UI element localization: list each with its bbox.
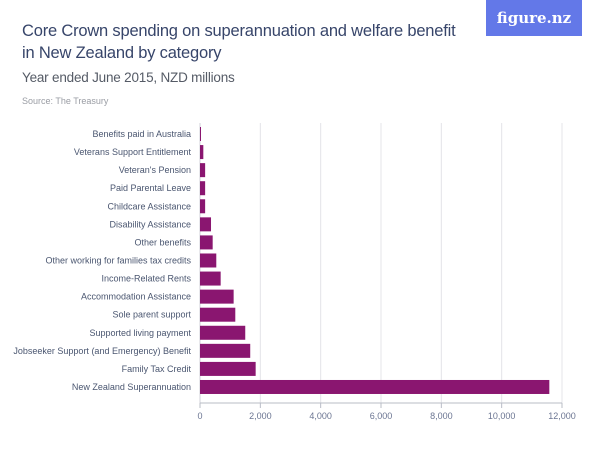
x-tick-label: 12,000 <box>548 411 576 421</box>
chart-source: Source: The Treasury <box>22 96 109 106</box>
category-label: New Zealand Superannuation <box>72 382 191 392</box>
x-tick-label: 10,000 <box>488 411 516 421</box>
bar <box>200 253 217 268</box>
category-label: Accommodation Assistance <box>81 292 191 302</box>
bar <box>200 361 256 376</box>
category-label: Sole parent support <box>112 310 191 320</box>
bar <box>200 199 206 214</box>
bar <box>200 325 246 340</box>
category-label: Other benefits <box>134 237 191 247</box>
category-label: Veterans Support Entitlement <box>74 147 192 157</box>
category-label: Benefits paid in Australia <box>92 129 191 139</box>
bar <box>200 163 206 178</box>
x-tick-label: 2,000 <box>249 411 272 421</box>
bar <box>200 271 221 286</box>
category-label: Family Tax Credit <box>122 364 192 374</box>
category-label: Disability Assistance <box>109 219 191 229</box>
category-label: Jobseeker Support (and Emergency) Benefi… <box>13 346 191 356</box>
category-label: Paid Parental Leave <box>110 183 191 193</box>
category-label: Supported living payment <box>89 328 191 338</box>
bar <box>200 289 234 304</box>
category-label: Veteran's Pension <box>119 165 191 175</box>
bar <box>200 217 212 232</box>
x-tick-label: 0 <box>197 411 202 421</box>
x-axis: 0 2,000 4,000 6,000 8,000 10,000 12,000 <box>197 402 576 421</box>
x-tick-label: 4,000 <box>309 411 332 421</box>
bars <box>200 127 550 394</box>
chart-subtitle: Year ended June 2015, NZD millions <box>22 70 235 85</box>
bar <box>200 181 206 196</box>
category-label: Other working for families tax credits <box>45 255 191 265</box>
x-tick-label: 6,000 <box>370 411 393 421</box>
category-label: Childcare Assistance <box>107 201 191 211</box>
bar <box>200 235 213 250</box>
chart-title: Core Crown spending on superannuation an… <box>22 22 456 62</box>
figure-nz-logo[interactable]: figure.nz <box>486 0 582 36</box>
category-labels: Benefits paid in Australia Veterans Suppo… <box>13 129 191 392</box>
bar <box>200 307 236 322</box>
category-label: Income-Related Rents <box>101 274 191 284</box>
bar <box>200 343 251 358</box>
x-tick-label: 8,000 <box>430 411 453 421</box>
bar <box>200 127 201 141</box>
bar <box>200 145 204 160</box>
bar <box>200 379 550 394</box>
gridlines <box>199 123 563 403</box>
